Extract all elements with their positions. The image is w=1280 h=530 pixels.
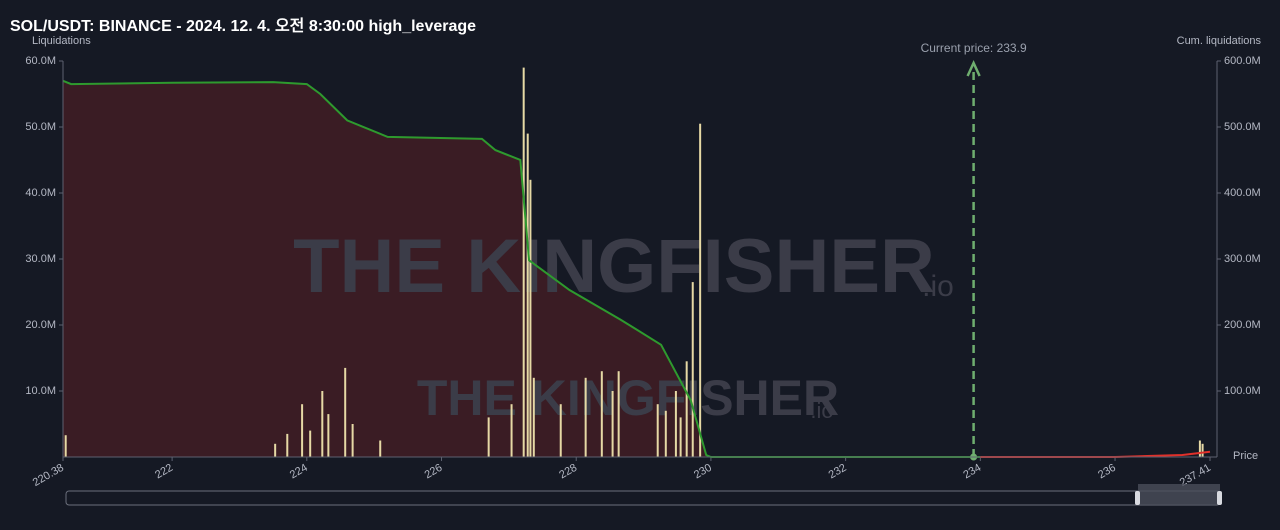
bar xyxy=(327,414,330,457)
bar xyxy=(1201,443,1204,457)
bar xyxy=(611,391,614,457)
scroll-window[interactable] xyxy=(1138,484,1220,505)
bar xyxy=(600,371,603,457)
annotation: Current price: 233.9 xyxy=(921,41,1027,55)
bar xyxy=(685,361,688,457)
bar xyxy=(379,440,382,457)
cumulative-line xyxy=(62,79,981,458)
watermark: THE KINGFISHER xyxy=(417,370,839,426)
bar xyxy=(321,391,324,457)
bar xyxy=(529,179,532,458)
bar xyxy=(309,430,312,457)
y2-tick-label: 300.0M xyxy=(1224,253,1261,265)
y-tick-label: 60.0M xyxy=(25,55,56,67)
bar xyxy=(301,404,304,457)
y2-axis-label: Cum. liquidations xyxy=(1177,35,1262,47)
bar xyxy=(526,133,529,457)
watermark-suffix: .io xyxy=(810,398,833,423)
bar xyxy=(699,123,702,457)
y-tick-label: 20.0M xyxy=(25,319,56,331)
scroll-handle[interactable] xyxy=(1217,491,1222,505)
bar xyxy=(532,377,535,457)
area xyxy=(63,80,981,458)
bar xyxy=(679,417,682,457)
y-axis-label: Liquidations xyxy=(32,35,91,47)
bar xyxy=(559,404,562,457)
x-axis-label: Price xyxy=(1233,450,1258,462)
bar xyxy=(617,371,620,457)
bar xyxy=(64,435,67,457)
bar xyxy=(487,417,490,457)
chart-title: SOL/USDT: BINANCE - 2024. 12. 4. 오전 8:30… xyxy=(10,17,476,35)
y-tick-label: 10.0M xyxy=(25,385,56,397)
y2-tick-label: 600.0M xyxy=(1224,55,1261,67)
y2-tick-label: 100.0M xyxy=(1224,385,1261,397)
bar xyxy=(510,404,513,457)
scroll-handle[interactable] xyxy=(1135,491,1140,505)
bar xyxy=(656,404,659,457)
y2-tick-label: 400.0M xyxy=(1224,187,1261,199)
bar xyxy=(344,367,347,457)
y2-tick-label: 500.0M xyxy=(1224,121,1261,133)
bar xyxy=(584,377,587,457)
y-tick-label: 30.0M xyxy=(25,253,56,265)
plot-layer xyxy=(63,80,981,458)
watermark-suffix: .io xyxy=(922,270,954,303)
y-tick-label: 50.0M xyxy=(25,121,56,133)
bar xyxy=(674,391,677,457)
bar xyxy=(351,424,354,457)
bar xyxy=(1198,440,1201,457)
bar xyxy=(691,282,694,457)
bar xyxy=(286,433,289,457)
bar xyxy=(274,443,277,457)
bar xyxy=(664,410,667,457)
bar xyxy=(522,67,525,457)
y-tick-label: 40.0M xyxy=(25,187,56,199)
y2-tick-label: 200.0M xyxy=(1224,319,1261,331)
current-price-arrow xyxy=(966,60,981,77)
watermark: THE KINGFISHER xyxy=(293,224,935,309)
